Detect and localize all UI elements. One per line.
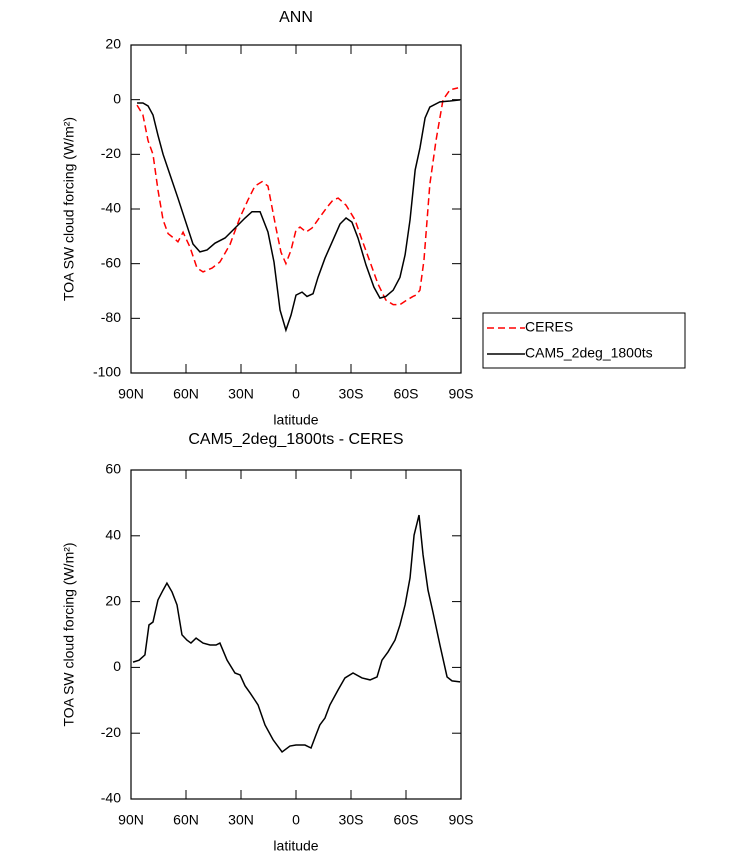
y-tick-label: 20 (105, 592, 121, 608)
x-tick-label: 60S (394, 386, 419, 402)
series-line (137, 99, 461, 333)
y-tick-label: -40 (101, 790, 121, 806)
x-tick-label: 60N (173, 812, 199, 828)
x-tick-label: 90N (118, 812, 144, 828)
x-axis-label: latitude (273, 838, 318, 854)
x-tick-label: 30N (228, 812, 254, 828)
x-tick-label: 30S (339, 386, 364, 402)
y-tick-label: -40 (101, 200, 121, 216)
y-tick-label: 0 (113, 658, 121, 674)
y-tick-label: -80 (101, 309, 121, 325)
x-tick-label: 0 (292, 812, 300, 828)
y-axis-label: TOA SW cloud forcing (W/m²) (61, 542, 77, 726)
series-line (132, 514, 461, 754)
x-axis-label: latitude (273, 412, 318, 428)
x-tick-label: 0 (292, 386, 300, 402)
x-tick-label: 60S (394, 812, 419, 828)
y-tick-label: 20 (105, 36, 121, 52)
legend-label: CERES (525, 319, 573, 335)
x-tick-label: 30S (339, 812, 364, 828)
legend-box (482, 312, 686, 369)
y-tick-label: -100 (93, 364, 121, 380)
y-tick-label: 60 (105, 461, 121, 477)
y-tick-label: 40 (105, 527, 121, 543)
y-tick-label: 0 (113, 90, 121, 106)
x-tick-label: 60N (173, 386, 199, 402)
y-axis-label: TOA SW cloud forcing (W/m²) (61, 117, 77, 301)
y-tick-label: -60 (101, 254, 121, 270)
legend-label: CAM5_2deg_1800ts (525, 345, 653, 361)
x-tick-label: 30N (228, 386, 254, 402)
chart-title: ANN (279, 9, 313, 26)
plot-frame (130, 469, 462, 800)
x-tick-label: 90S (449, 386, 474, 402)
series-line (136, 87, 459, 306)
plot-frame (130, 44, 462, 374)
y-tick-label: -20 (101, 724, 121, 740)
x-tick-label: 90N (118, 386, 144, 402)
x-tick-label: 90S (449, 812, 474, 828)
y-tick-label: -20 (101, 145, 121, 161)
chart-title: CAM5_2deg_1800ts - CERES (188, 431, 403, 448)
